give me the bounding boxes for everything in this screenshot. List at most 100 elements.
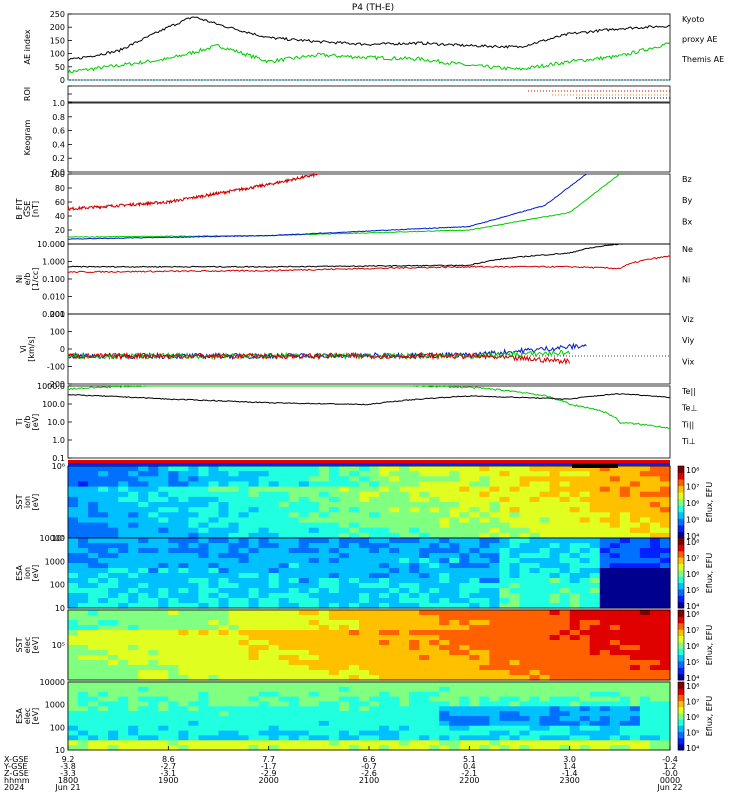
spectrogram-cell — [639, 691, 651, 698]
spectrogram-cell — [529, 548, 541, 554]
spectrogram-cell — [338, 476, 350, 482]
spectrogram-cell — [178, 578, 189, 584]
spectrogram-cell — [559, 650, 571, 656]
spectrogram-cell — [469, 548, 480, 554]
spectrogram-cell — [559, 610, 571, 616]
spectrogram-cell — [148, 532, 159, 539]
spectrogram-cell — [88, 620, 99, 626]
spectrogram-cell — [549, 496, 561, 503]
spectrogram-cell — [449, 615, 460, 621]
spectrogram-cell — [278, 496, 290, 503]
spectrogram-cell — [168, 655, 179, 661]
spectrogram-cell — [288, 517, 300, 524]
spectrogram-cell — [268, 538, 280, 544]
spectrogram-cell — [248, 522, 260, 529]
spectrogram-cell — [619, 502, 631, 508]
spectrogram-cell — [419, 573, 430, 579]
spectrogram-cell — [439, 711, 450, 717]
spectrogram-cell — [278, 558, 290, 564]
spectrogram-cell — [539, 691, 551, 698]
spectrogram-cell — [338, 655, 350, 661]
ytick-label-sst_i: 10⁵ — [52, 534, 65, 543]
legend-bfit: Bx — [682, 217, 692, 226]
spectrogram-cell — [248, 630, 260, 636]
spectrogram-cell — [439, 682, 450, 688]
spectrogram-cell — [569, 711, 581, 717]
spectrogram-cell — [268, 670, 280, 676]
spectrogram-cell — [429, 583, 440, 589]
spectrogram-cell — [449, 706, 460, 712]
spectrogram-cell — [369, 517, 380, 524]
spectrogram-cell — [98, 686, 109, 693]
spectrogram-cell — [379, 730, 390, 737]
spectrogram-cell — [318, 682, 330, 688]
spectrogram-cell — [569, 670, 581, 676]
spectrogram-cell — [509, 598, 521, 604]
spectrogram-cell — [328, 573, 340, 579]
spectrogram-cell — [589, 588, 601, 594]
spectrogram-cell — [569, 466, 581, 472]
colorbar-cell — [678, 544, 684, 552]
spectrogram-cell — [499, 711, 510, 717]
spectrogram-cell — [369, 660, 380, 666]
spectrogram-cell — [258, 745, 270, 751]
spectrogram-cell — [439, 675, 450, 681]
spectrogram-cell — [559, 682, 571, 688]
spectrogram-cell — [288, 502, 300, 508]
ytick-label-esa_i: 10000 — [40, 534, 65, 543]
spectrogram-cell — [148, 527, 159, 534]
spectrogram-cell — [499, 725, 510, 732]
spectrogram-cell — [549, 568, 561, 574]
ytick-label-bfit: 100 — [50, 170, 65, 179]
spectrogram-cell — [328, 578, 340, 584]
spectrogram-cell — [439, 740, 450, 746]
spectrogram-cell — [78, 507, 89, 513]
spectrogram-cell — [469, 630, 480, 636]
spectrogram-cell — [298, 548, 310, 554]
spectrogram-cell — [539, 720, 551, 727]
spectrogram-cell — [158, 593, 169, 599]
spectrogram-cell — [619, 578, 631, 584]
spectrogram-cell — [328, 507, 340, 513]
spectrogram-cell — [148, 471, 159, 477]
spectrogram-cell — [98, 696, 109, 703]
spectrogram-cell — [489, 650, 500, 656]
spectrogram-cell — [218, 701, 230, 707]
spectrogram-cell — [439, 610, 450, 616]
spectrogram-cell — [629, 532, 641, 539]
spectrogram-cell — [278, 682, 290, 688]
spectrogram-cell — [138, 532, 149, 539]
spectrogram-cell — [348, 682, 360, 688]
spectrogram-cell — [519, 527, 531, 534]
spectrogram-cell — [379, 630, 390, 636]
spectrogram-cell — [559, 543, 571, 549]
spectrogram-cell — [138, 583, 149, 589]
spectrogram-cell — [318, 588, 330, 594]
spectrogram-cell — [389, 660, 400, 666]
spectrogram-cell — [439, 603, 450, 609]
series-te-par — [67, 393, 670, 406]
spectrogram-cell — [198, 735, 209, 741]
spectrogram-cell — [629, 640, 641, 646]
spectrogram-cell — [579, 670, 591, 676]
spectrogram-cell — [359, 583, 370, 589]
spectrogram-cell — [609, 527, 621, 534]
spectrogram-cell — [258, 630, 270, 636]
spectrogram-cell — [629, 578, 641, 584]
spectrogram-cell — [589, 706, 601, 712]
spectrogram-cell — [208, 650, 220, 656]
spectrogram-cell — [178, 610, 189, 616]
spectrogram-cell — [539, 563, 551, 569]
spectrogram-cell — [619, 603, 631, 609]
spectrogram-cell — [278, 466, 290, 472]
spectrogram-cell — [439, 745, 450, 751]
spectrogram-cell — [68, 645, 79, 651]
spectrogram-cell — [619, 660, 631, 666]
spectrogram-cell — [389, 553, 400, 559]
spectrogram-cell — [599, 696, 611, 703]
spectrogram-cell — [308, 670, 320, 676]
spectrogram-cell — [278, 745, 290, 751]
spectrogram-cell — [649, 706, 661, 712]
spectrogram-cell — [148, 682, 159, 688]
